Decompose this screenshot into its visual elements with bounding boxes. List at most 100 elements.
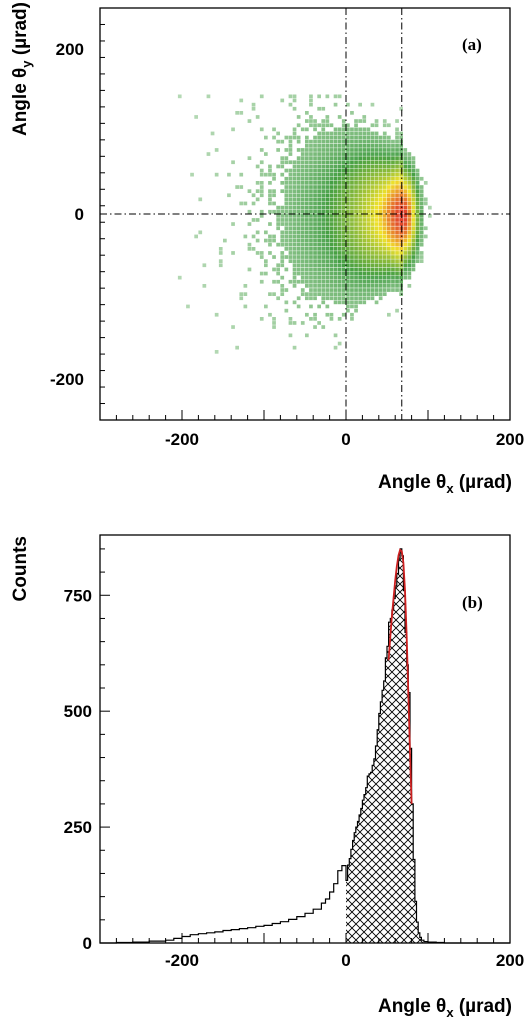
heatmap-cell <box>305 234 309 239</box>
heatmap-cell <box>419 218 424 222</box>
heatmap-cell <box>288 321 293 325</box>
heatmap-cell <box>387 251 391 255</box>
heatmap-cell <box>399 160 403 165</box>
heatmap-cell <box>309 98 313 103</box>
panel-a-x-axis-title: Angle θx (µrad) <box>378 472 512 496</box>
heatmap-cell <box>333 193 338 198</box>
heatmap-cell <box>407 234 412 239</box>
x-tick-label: 200 <box>496 430 524 449</box>
heatmap-cell <box>419 189 424 193</box>
heatmap-cell <box>382 168 387 173</box>
heatmap-cell <box>313 312 317 317</box>
heatmap-cell <box>292 164 297 169</box>
heatmap-cell <box>354 296 358 301</box>
heatmap-cell <box>284 176 289 181</box>
heatmap-cell <box>292 267 297 272</box>
heatmap-cell <box>296 148 301 152</box>
heatmap-cell <box>321 263 326 268</box>
heatmap-cell <box>264 172 268 177</box>
heatmap-cell <box>370 172 375 177</box>
heatmap-cell <box>350 197 354 202</box>
heatmap-cell <box>399 131 403 136</box>
heatmap-cell <box>366 242 371 247</box>
heatmap-cell <box>341 242 346 247</box>
heatmap-cell <box>325 193 330 198</box>
heatmap-cell <box>354 284 358 288</box>
heatmap-cell <box>391 230 395 235</box>
heatmap-cell <box>321 226 326 231</box>
heatmap-cell <box>362 168 367 173</box>
heatmap-cell <box>296 205 301 210</box>
heatmap-cell <box>292 201 297 206</box>
heatmap-cell <box>403 230 408 235</box>
heatmap-cell <box>296 201 301 206</box>
heatmap-cell <box>341 181 346 185</box>
heatmap-cell <box>288 234 293 239</box>
heatmap-cell <box>305 255 309 259</box>
heatmap-cell <box>415 205 420 210</box>
heatmap-cell <box>341 209 346 214</box>
heatmap-cell <box>419 234 424 239</box>
heatmap-cell <box>366 247 371 251</box>
heatmap-cell <box>387 160 391 165</box>
heatmap-cell <box>337 181 342 185</box>
heatmap-cell <box>358 205 362 210</box>
heatmap-cell <box>358 181 362 185</box>
heatmap-cell <box>415 172 420 177</box>
heatmap-cell <box>354 238 358 243</box>
heatmap-cell <box>346 214 350 218</box>
heatmap-cell <box>350 201 354 206</box>
heatmap-cell <box>399 176 403 181</box>
heatmap-cell <box>321 325 326 329</box>
heatmap-cell <box>350 251 354 255</box>
heatmap-cell <box>378 164 383 169</box>
heatmap-cell <box>411 197 416 202</box>
heatmap-cell <box>259 255 264 259</box>
heatmap-cell <box>296 139 301 144</box>
heatmap-cell <box>321 127 326 132</box>
heatmap-cell <box>358 218 362 222</box>
heatmap-cell <box>239 111 244 115</box>
heatmap-cell <box>370 193 375 198</box>
heatmap-cell <box>300 271 305 276</box>
heatmap-cell <box>346 288 350 292</box>
heatmap-cell <box>194 234 198 239</box>
heatmap-cell <box>346 300 350 305</box>
heatmap-cell <box>333 234 338 239</box>
heatmap-cell <box>288 189 293 193</box>
heatmap-cell <box>407 238 412 243</box>
heatmap-cell <box>329 176 334 181</box>
heatmap-cell <box>292 172 297 177</box>
heatmap-cell <box>346 139 350 144</box>
heatmap-cell <box>288 238 293 243</box>
heatmap-cell <box>399 275 403 280</box>
heatmap-cell <box>411 234 416 239</box>
heatmap-cell <box>341 300 346 305</box>
heatmap-cell <box>399 201 403 206</box>
heatmap-cell <box>358 193 362 198</box>
heatmap-cell <box>391 284 395 288</box>
heatmap-cell <box>305 181 309 185</box>
heatmap-cell <box>341 119 346 123</box>
heatmap-cell <box>378 152 383 156</box>
heatmap-cell <box>415 226 420 231</box>
heatmap-cell <box>280 160 285 165</box>
heatmap-cell <box>382 205 387 210</box>
heatmap-cell <box>423 181 428 185</box>
heatmap-cell <box>272 209 276 214</box>
heatmap-cell <box>296 263 301 268</box>
heatmap-cell <box>329 317 334 321</box>
heatmap-cell <box>366 201 371 206</box>
heatmap-cell <box>337 247 342 251</box>
heatmap-cell <box>362 275 367 280</box>
heatmap-cell <box>337 296 342 301</box>
heatmap-cell <box>395 193 399 198</box>
heatmap-cell <box>305 160 309 165</box>
heatmap-cell <box>313 123 317 128</box>
heatmap-cell <box>354 271 358 276</box>
heatmap-cell <box>387 139 391 144</box>
heatmap-cell <box>350 209 354 214</box>
heatmap-cell <box>329 238 334 243</box>
heatmap-cell <box>313 127 317 132</box>
heatmap-cell <box>374 234 379 239</box>
